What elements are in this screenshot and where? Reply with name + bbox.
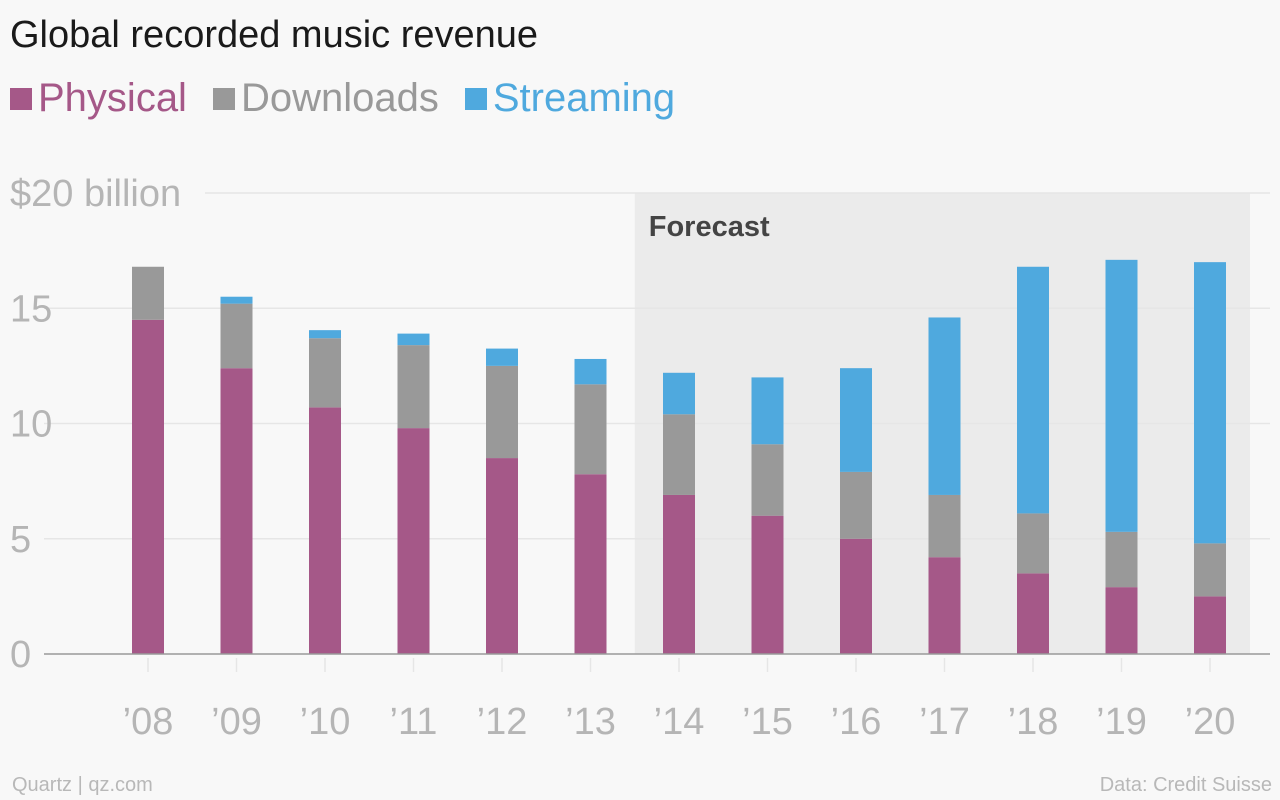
bar-physical bbox=[1194, 596, 1226, 654]
bar-physical bbox=[397, 428, 430, 654]
bar-streaming bbox=[397, 333, 430, 346]
legend-item-physical: Physical bbox=[10, 76, 187, 121]
bar-streaming bbox=[1105, 259, 1138, 532]
bar-physical bbox=[1017, 573, 1049, 654]
bar-physical bbox=[220, 368, 253, 654]
legend-swatch bbox=[10, 87, 32, 110]
bar-downloads bbox=[397, 345, 430, 429]
bar-downloads bbox=[309, 338, 341, 408]
bar-physical bbox=[840, 538, 872, 654]
x-tick-label: ’17 bbox=[919, 701, 970, 743]
bar-streaming bbox=[486, 348, 518, 366]
bar-physical bbox=[928, 557, 961, 654]
footer-source-left: Quartz | qz.com bbox=[12, 774, 153, 796]
x-tick-label: ’11 bbox=[390, 701, 438, 743]
legend-item-streaming: Streaming bbox=[464, 76, 676, 121]
y-tick-label: 5 bbox=[10, 519, 31, 561]
legend-label: Downloads bbox=[240, 76, 439, 120]
bar-streaming bbox=[309, 330, 341, 339]
bar-streaming bbox=[1194, 262, 1226, 544]
bar-physical bbox=[751, 515, 784, 654]
bar-streaming bbox=[220, 296, 253, 304]
x-tick-label: ’20 bbox=[1185, 701, 1236, 743]
bar-downloads bbox=[1105, 531, 1138, 588]
forecast-label: Forecast bbox=[649, 211, 770, 243]
x-tick-label: ’09 bbox=[211, 701, 262, 743]
bar-streaming bbox=[840, 368, 872, 472]
bar-downloads bbox=[928, 494, 961, 558]
legend-label: Streaming bbox=[492, 76, 676, 120]
legend-item-downloads: Downloads bbox=[212, 76, 439, 121]
x-tick-label: ’15 bbox=[742, 701, 793, 743]
y-tick-label: 0 bbox=[10, 634, 31, 676]
bar-downloads bbox=[840, 471, 872, 539]
bar-streaming bbox=[574, 358, 607, 385]
bar-downloads bbox=[132, 266, 164, 320]
x-tick-label: ’08 bbox=[123, 701, 174, 743]
chart-title: Global recorded music revenue bbox=[10, 14, 539, 56]
bar-physical bbox=[663, 494, 695, 654]
bar-downloads bbox=[1194, 543, 1226, 597]
x-tick-label: ’18 bbox=[1008, 701, 1059, 743]
y-tick-label: 15 bbox=[10, 288, 52, 330]
bar-physical bbox=[486, 458, 518, 654]
x-tick-label: ’13 bbox=[565, 701, 616, 743]
bar-downloads bbox=[574, 384, 607, 475]
legend-swatch bbox=[464, 87, 487, 110]
bar-streaming bbox=[751, 377, 784, 445]
bar-physical bbox=[132, 319, 164, 654]
bar-streaming bbox=[663, 372, 695, 415]
bar-downloads bbox=[663, 414, 695, 495]
x-tick-label: ’12 bbox=[477, 701, 528, 743]
bar-downloads bbox=[486, 365, 518, 459]
legend-label: Physical bbox=[38, 76, 187, 120]
x-tick-label: ’19 bbox=[1096, 701, 1147, 743]
bar-streaming bbox=[1017, 266, 1049, 514]
bar-downloads bbox=[1017, 513, 1049, 574]
footer-source-right: Data: Credit Suisse bbox=[1099, 774, 1272, 796]
bar-streaming bbox=[928, 317, 961, 495]
y-tick-label: 10 bbox=[10, 404, 52, 446]
bar-downloads bbox=[751, 444, 784, 516]
x-tick-label: ’14 bbox=[654, 701, 705, 743]
x-tick-label: ’16 bbox=[831, 701, 882, 743]
x-tick-label: ’10 bbox=[300, 701, 351, 743]
bar-physical bbox=[574, 474, 607, 654]
bar-physical bbox=[309, 407, 341, 654]
chart-legend: Physical Downloads Streaming bbox=[10, 76, 701, 121]
y-tick-label: $20 billion bbox=[10, 173, 181, 215]
legend-swatch bbox=[212, 87, 235, 110]
bar-downloads bbox=[220, 303, 253, 369]
bar-physical bbox=[1105, 587, 1138, 654]
